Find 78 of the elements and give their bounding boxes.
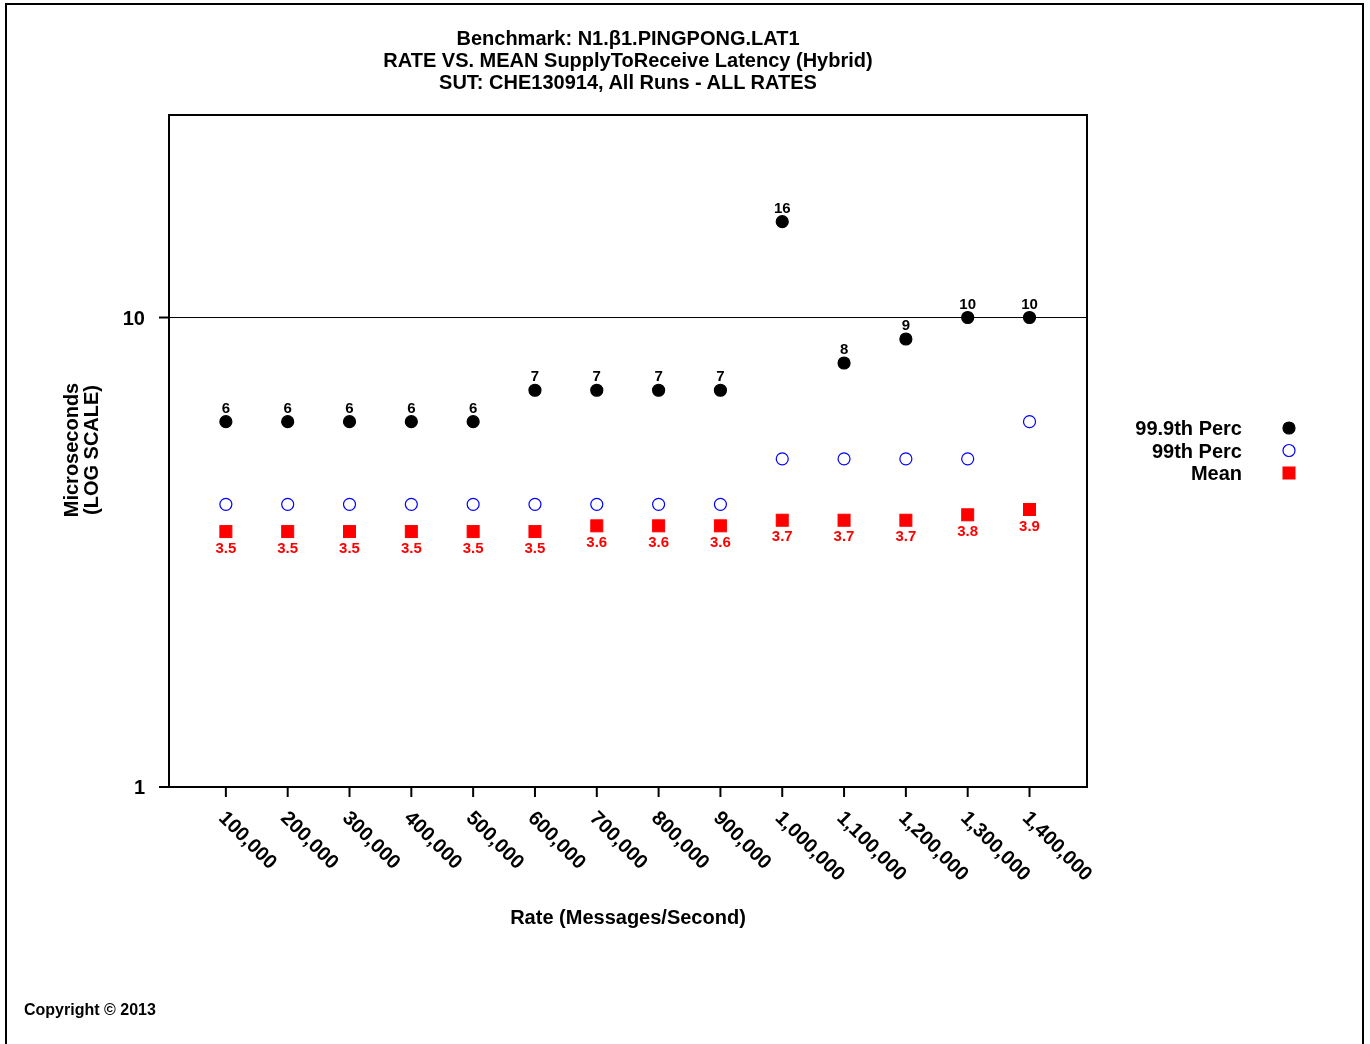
data-label: 8	[839, 340, 849, 358]
point	[961, 452, 975, 466]
point	[281, 415, 295, 429]
point	[404, 525, 418, 539]
data-label: 3.5	[339, 538, 360, 556]
point	[466, 415, 480, 429]
data-label: 6	[345, 398, 354, 416]
point	[961, 310, 975, 325]
data-label: 7	[654, 367, 663, 385]
data-label: 3.6	[709, 532, 731, 550]
data-label: 9	[901, 316, 911, 333]
data-label: 10	[959, 294, 977, 312]
data-label: 6	[221, 398, 231, 416]
point	[1023, 503, 1037, 517]
point	[775, 215, 789, 229]
point	[1022, 310, 1037, 325]
legend-label: Mean	[1190, 462, 1242, 484]
point	[837, 452, 851, 466]
data-label: 3.7	[833, 527, 855, 545]
point	[404, 415, 418, 429]
point	[219, 525, 233, 539]
x-axis-title: Rate (Messages/Second)	[510, 906, 746, 928]
chart-title: Benchmark: N1.β1.PINGPONG.LAT1 RATE VS. MEAN SupplyToReceive Latency (Hybrid) SUT: CHE130914, All Runs - ALL RATES	[383, 27, 873, 93]
point	[590, 497, 604, 511]
data-label: 3.5	[215, 538, 237, 556]
point	[899, 452, 913, 466]
legend-label: 99.9th Perc	[1135, 417, 1242, 439]
point	[652, 383, 666, 397]
y-tick-label: 1	[133, 776, 145, 798]
point	[590, 383, 604, 397]
point	[713, 497, 728, 511]
point	[1022, 415, 1037, 429]
legend-label: 99th Perc	[1151, 439, 1242, 462]
point	[713, 519, 727, 533]
point	[404, 497, 418, 511]
data-label: 3.6	[648, 532, 670, 550]
point	[837, 356, 851, 370]
point	[775, 513, 789, 527]
data-label: 16	[773, 198, 791, 216]
data-label: 6	[468, 398, 478, 416]
point	[899, 332, 913, 346]
point	[342, 415, 357, 429]
data-label: 3.7	[771, 527, 793, 545]
point	[281, 525, 295, 539]
data-label: 10	[1021, 294, 1038, 312]
point	[590, 519, 604, 533]
data-label: 3.5	[462, 538, 484, 556]
point	[899, 513, 913, 527]
data-label: 7	[592, 367, 601, 385]
data-label: 7	[530, 367, 540, 385]
data-label: 6	[283, 398, 292, 416]
point	[713, 383, 728, 397]
point	[775, 452, 789, 466]
point	[466, 497, 480, 511]
point	[837, 513, 851, 527]
data-label: 3.5	[524, 538, 546, 556]
data-label: 3.5	[400, 538, 422, 556]
data-label: 3.8	[957, 521, 979, 539]
point	[528, 525, 542, 539]
point	[342, 497, 357, 511]
point	[528, 497, 542, 511]
data-label: 7	[716, 367, 725, 385]
point	[219, 415, 233, 429]
data-label: 3.9	[1019, 516, 1040, 534]
y-axis-title: Microseconds (LOG SCALE)	[60, 382, 102, 518]
point	[652, 519, 666, 533]
data-label: 3.6	[586, 532, 608, 550]
data-label: 3.7	[895, 527, 917, 545]
point	[219, 497, 233, 511]
point	[466, 525, 480, 539]
point	[281, 497, 295, 511]
text: Copyright © 2013	[24, 1001, 156, 1018]
point	[652, 497, 666, 511]
point	[528, 383, 542, 397]
data-label: 6	[407, 398, 416, 416]
data-label: 3.5	[277, 538, 299, 556]
point	[343, 525, 357, 539]
point	[961, 508, 975, 522]
